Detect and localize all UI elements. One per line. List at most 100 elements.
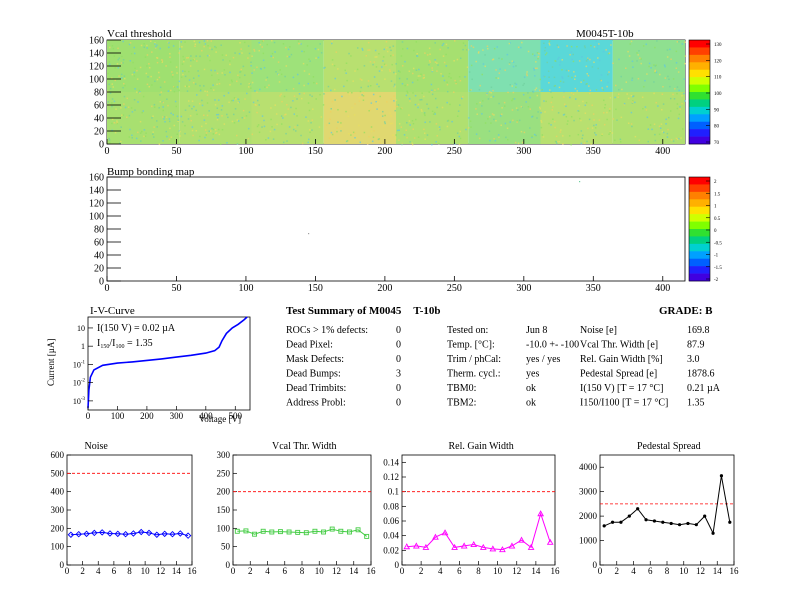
pixel-speckle [411, 142, 413, 144]
pixel-speckle [168, 138, 171, 141]
pixel-speckle [391, 63, 393, 66]
pixel-speckle [152, 115, 154, 117]
pixel-speckle [430, 83, 433, 86]
pixel-speckle [111, 105, 113, 108]
pixel-speckle [569, 53, 571, 56]
pixel-speckle [311, 95, 313, 98]
pixel-speckle [280, 123, 283, 125]
pixel-speckle [171, 76, 174, 78]
summary-left-label: Mask Defects: [286, 354, 344, 365]
pixel-speckle [300, 134, 302, 137]
pixel-speckle [477, 51, 480, 53]
pixel-speckle [142, 95, 145, 98]
pixel-speckle [571, 58, 574, 61]
y-tick-label: 60 [94, 238, 104, 249]
pixel-speckle [143, 46, 146, 49]
summary-mid-value: Jun 8 [526, 325, 547, 336]
pixel-speckle [398, 123, 401, 125]
pixel-speckle [492, 89, 494, 92]
pixel-speckle [187, 56, 190, 59]
pixel-speckle [134, 88, 136, 90]
pixel-speckle [208, 130, 210, 132]
summary-right-label: Rel. Gain Width [%] [580, 354, 663, 365]
pixel-speckle [210, 40, 213, 42]
pixel-speckle [390, 49, 392, 52]
pixel-speckle [561, 69, 563, 71]
pixel-speckle [259, 67, 262, 70]
pixel-speckle [111, 129, 113, 132]
pixel-speckle [131, 73, 134, 76]
pixel-speckle [216, 83, 218, 86]
pixel-speckle [481, 100, 484, 102]
pixel-speckle [445, 43, 448, 46]
pixel-speckle [666, 136, 669, 138]
pixel-speckle [176, 72, 178, 74]
pixel-speckle [227, 116, 229, 119]
pixel-speckle [544, 49, 546, 52]
x-tick-label: 12 [696, 566, 705, 576]
pixel-speckle [536, 94, 539, 97]
pixel-speckle [418, 68, 420, 71]
pixel-speckle [363, 131, 366, 134]
pixel-speckle [153, 103, 156, 106]
pixel-speckle [421, 110, 423, 112]
pixel-speckle [240, 68, 242, 71]
pixel-speckle [153, 136, 155, 138]
pixel-speckle [230, 79, 233, 81]
pixel-speckle [222, 59, 224, 61]
y-tick-label: 0 [99, 140, 104, 151]
series-line [237, 528, 368, 537]
pixel-speckle [400, 126, 403, 128]
pixel-speckle [634, 135, 637, 138]
pixel-speckle [130, 52, 133, 55]
bump-color-palette: 21.510.50-0.5-1-1.5-2 [688, 176, 722, 283]
pixel-speckle [273, 41, 276, 44]
pixel-speckle [245, 115, 248, 117]
pixel-speckle [552, 118, 554, 121]
pixel-speckle [684, 100, 686, 102]
pixel-speckle [384, 122, 386, 125]
pixel-speckle [350, 134, 352, 136]
pixel-speckle [182, 73, 184, 76]
pixel-speckle [247, 57, 249, 59]
pixel-speckle [676, 41, 679, 43]
data-point [644, 518, 648, 522]
pixel-speckle [359, 141, 362, 144]
pixel-speckle [194, 83, 197, 85]
pixel-speckle [537, 55, 540, 58]
pixel-speckle [214, 69, 216, 72]
summary-mid-value: yes / yes [526, 354, 561, 365]
pixel-speckle [266, 76, 269, 79]
pixel-speckle [534, 67, 537, 70]
pixel-speckle [436, 70, 438, 72]
pixel-speckle [557, 58, 559, 60]
pixel-speckle [288, 126, 291, 128]
pixel-speckle [675, 137, 678, 140]
summary-right-value: 0.21 µA [687, 383, 721, 394]
pixel-speckle [653, 92, 655, 95]
x-tick-label: 14 [172, 566, 182, 576]
pixel-speckle [570, 143, 572, 146]
pixel-speckle [108, 83, 110, 86]
pixel-speckle [438, 126, 441, 128]
data-point [661, 520, 665, 524]
pixel-speckle [367, 49, 369, 51]
pixel-speckle [351, 91, 353, 94]
pixel-speckle [531, 90, 534, 93]
pixel-speckle [214, 45, 216, 48]
pixel-speckle [396, 105, 399, 108]
pixel-speckle [456, 115, 459, 118]
pixel-speckle [439, 128, 441, 131]
pixel-speckle [347, 91, 349, 94]
palette-label: 0 [714, 229, 717, 234]
pixel-speckle [163, 116, 166, 118]
pixel-speckle [361, 49, 364, 51]
series-line [70, 531, 189, 537]
pixel-speckle [660, 123, 663, 125]
pixel-speckle [520, 130, 523, 133]
pixel-speckle [664, 65, 666, 68]
x-tick-label: 10 [679, 566, 689, 576]
pixel-speckle [296, 98, 298, 100]
pixel-speckle [368, 110, 370, 112]
